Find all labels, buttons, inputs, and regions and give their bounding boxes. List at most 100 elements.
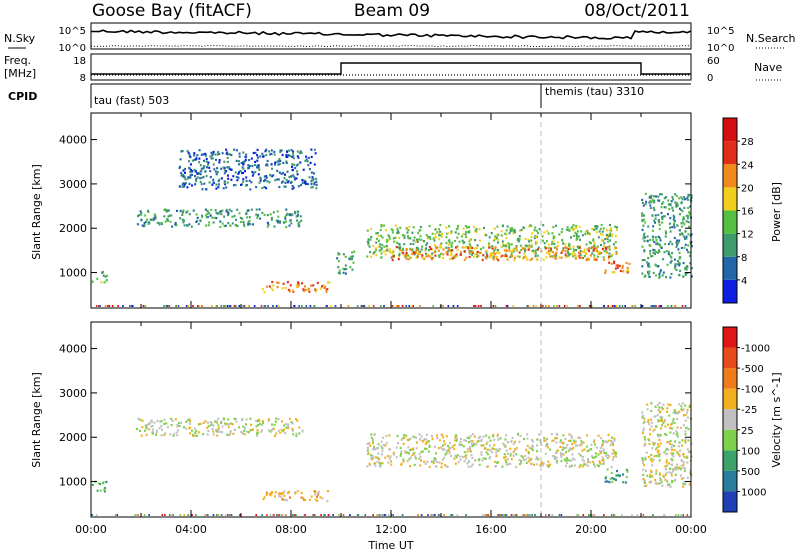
scatter-cell (139, 418, 142, 421)
scatter-cell (658, 249, 660, 252)
power-x-ticks (90, 113, 692, 308)
scatter-cell (685, 426, 687, 430)
scatter-cell (497, 438, 500, 441)
scatter-cell (672, 214, 675, 217)
scatter-cell (474, 239, 477, 242)
scatter-cell (593, 440, 595, 443)
scatter-cell (105, 274, 108, 277)
scatter-cell (507, 242, 510, 245)
scatter-cell (654, 236, 657, 239)
scatter-cell (406, 451, 409, 454)
scatter-cell (538, 438, 541, 442)
scatter-cell (427, 450, 430, 453)
scatter-cell (680, 459, 683, 462)
scatter-cell (568, 242, 571, 245)
scatter-cell (667, 203, 670, 206)
velocity-scatter-cells (91, 401, 693, 516)
scatter-cell (506, 305, 509, 307)
scatter-cell (669, 254, 672, 257)
scatter-cell (180, 171, 183, 175)
scatter-cell (224, 423, 227, 426)
scatter-cell (304, 499, 306, 502)
scatter-cell (378, 464, 381, 468)
scatter-cell (674, 193, 677, 196)
scatter-cell (435, 452, 438, 455)
scatter-cell (522, 226, 525, 229)
scatter-cell (310, 148, 313, 151)
scatter-cell (546, 246, 549, 250)
scatter-cell (377, 452, 380, 455)
scatter-cell (619, 474, 622, 477)
scatter-cell (228, 166, 231, 169)
scatter-cell (303, 179, 306, 182)
scatter-cell (220, 514, 223, 516)
scatter-cell (563, 305, 566, 307)
scatter-cell (661, 217, 664, 220)
scatter-cell (548, 250, 551, 253)
scatter-cell (496, 448, 499, 451)
scatter-cell (428, 444, 431, 447)
scatter-cell (274, 163, 276, 166)
scatter-cell (525, 514, 527, 516)
scatter-cell (370, 236, 373, 239)
scatter-cell (466, 450, 469, 453)
scatter-cell (565, 451, 567, 454)
scatter-cell (270, 218, 273, 221)
y-tick-label: 3000 (59, 387, 87, 400)
scatter-cell (199, 180, 202, 184)
scatter-cell (583, 448, 586, 451)
scatter-cell (542, 258, 545, 261)
scatter-cell (388, 457, 391, 460)
scatter-cell (654, 217, 657, 220)
scatter-cell (308, 498, 311, 501)
scatter-cell (272, 211, 275, 214)
scatter-cell (436, 436, 439, 439)
scatter-cell (445, 241, 448, 245)
scatter-cell (649, 480, 652, 483)
scatter-cell (286, 170, 289, 173)
scatter-cell (290, 214, 293, 217)
scatter-cell (254, 160, 257, 163)
scatter-cell (584, 233, 587, 236)
scatter-cell (661, 274, 664, 277)
scatter-cell (383, 305, 385, 307)
scatter-cell (593, 256, 596, 259)
scatter-cell (506, 257, 509, 260)
scatter-cell (198, 149, 201, 152)
scatter-cell (303, 289, 306, 293)
scatter-cell (512, 442, 515, 445)
scatter-cell (454, 246, 457, 249)
scatter-cell (602, 448, 605, 451)
scatter-cell (259, 155, 262, 158)
scatter-cell (189, 176, 192, 179)
scatter-cell (239, 220, 242, 224)
scatter-cell (548, 247, 551, 250)
scatter-cell (310, 182, 313, 186)
scatter-cell (528, 244, 531, 247)
cpid-mode-1: tau (fast) 503 (94, 94, 169, 107)
scatter-cell (412, 452, 415, 455)
scatter-cell (482, 246, 485, 249)
scatter-cell (267, 223, 270, 227)
scatter-cell (262, 498, 265, 501)
scatter-cell (648, 265, 651, 268)
scatter-cell (386, 249, 389, 252)
scatter-cell (255, 433, 258, 436)
scatter-cell (579, 454, 582, 457)
noise-left-label: N.Sky (4, 32, 36, 45)
scatter-cell (437, 447, 440, 450)
scatter-cell (443, 448, 445, 451)
scatter-cell (595, 258, 598, 261)
scatter-cell (296, 419, 299, 422)
scatter-cell (279, 221, 281, 224)
scatter-cell (641, 457, 644, 460)
scatter-cell (284, 432, 287, 435)
scatter-cell (488, 444, 491, 447)
scatter-cell (276, 178, 279, 181)
scatter-cell (607, 246, 610, 249)
scatter-cell (509, 255, 512, 259)
freq-panel: Freq. [MHz] 18 8 60 0 Nave (4, 53, 782, 84)
scatter-cell (497, 241, 499, 244)
scatter-cell (271, 423, 273, 426)
